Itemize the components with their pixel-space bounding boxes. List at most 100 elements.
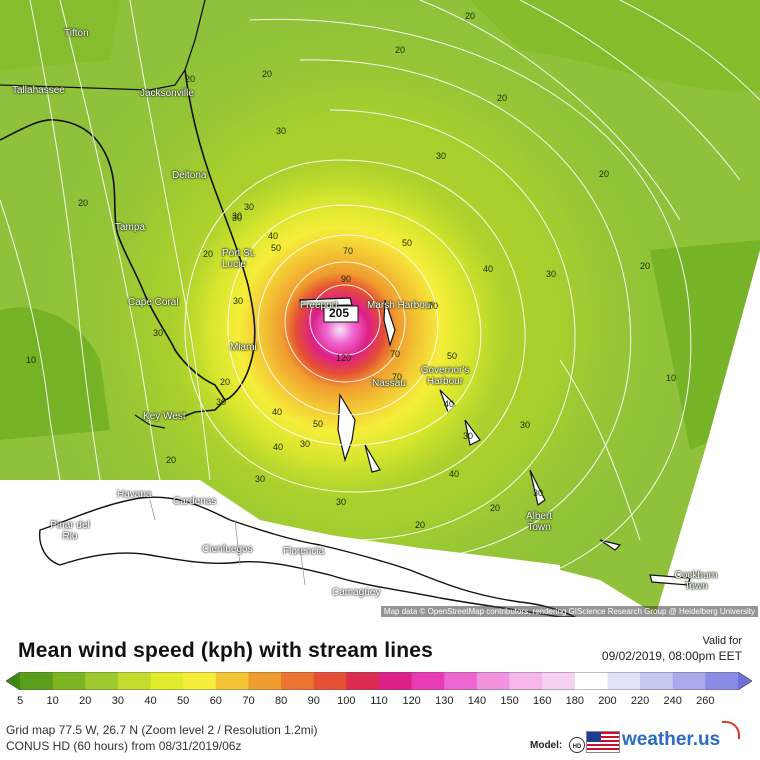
brand-logo[interactable]: weather.us bbox=[622, 729, 721, 750]
contour-label: 30 bbox=[233, 296, 244, 306]
city-nassau: Nassau bbox=[372, 378, 406, 389]
city-key-west: Key West bbox=[143, 411, 186, 422]
scale-swatch bbox=[117, 672, 152, 690]
scale-label: 5 bbox=[16, 695, 24, 707]
scale-label: 130 bbox=[435, 695, 454, 707]
city-jacksonville: Jacksonville bbox=[140, 88, 194, 99]
contour-label: 40 bbox=[449, 469, 460, 479]
city-cape-coral: Cape Coral bbox=[128, 297, 179, 308]
scale-swatch bbox=[85, 672, 119, 690]
city-camaguey: Camagüey bbox=[332, 587, 381, 598]
scale-swatch bbox=[705, 672, 739, 690]
contour-label: 40 bbox=[268, 231, 279, 241]
contour-label: 30 bbox=[244, 202, 255, 212]
contour-label: 20 bbox=[78, 198, 89, 208]
contour-label: 30 bbox=[216, 397, 227, 407]
city-tifton: Tifton bbox=[64, 28, 89, 39]
scale-swatch bbox=[183, 672, 217, 690]
scale-swatch bbox=[20, 672, 54, 690]
scale-label: 100 bbox=[337, 695, 356, 707]
city-albert-town: Albert Town bbox=[525, 511, 553, 533]
contour-label: 20 bbox=[497, 93, 508, 103]
scale-label: 80 bbox=[274, 695, 288, 707]
scale-label: 110 bbox=[370, 695, 388, 707]
contour-label: 20 bbox=[599, 169, 610, 179]
contour-label: 120 bbox=[336, 353, 352, 363]
scale-label: 150 bbox=[500, 695, 519, 707]
legend-footer: Mean wind speed (kph) with stream lines … bbox=[0, 617, 760, 760]
color-scale-labels: 5 10 20 30 40 50 60 70 80 90 100 110 120 130 140 150 160… bbox=[0, 695, 760, 709]
scale-swatch bbox=[313, 672, 347, 690]
city-tallahassee: Tallahassee bbox=[12, 85, 65, 96]
scale-swatch bbox=[476, 672, 511, 690]
scale-swatch bbox=[150, 672, 184, 690]
scale-swatch bbox=[640, 672, 674, 690]
model-info: CONUS HD (60 hours) from 08/31/2019/06z bbox=[6, 739, 242, 753]
scale-swatch bbox=[281, 672, 315, 690]
city-cardenas: Cardenas bbox=[173, 496, 217, 507]
contour-label: 30 bbox=[463, 431, 474, 441]
scale-label: 50 bbox=[177, 695, 190, 707]
scale-label: 160 bbox=[532, 695, 552, 707]
scale-swatch bbox=[215, 672, 249, 690]
contour-label: 40 bbox=[273, 442, 284, 452]
scale-label: 260 bbox=[696, 695, 715, 707]
contour-label: 30 bbox=[232, 213, 243, 223]
contour-label: 20 bbox=[415, 520, 426, 530]
city-pinar-del-rio: Pinar del Rio bbox=[50, 520, 90, 542]
scale-arrow-left bbox=[6, 672, 20, 690]
scale-swatch bbox=[248, 672, 282, 690]
contour-label: 50 bbox=[402, 238, 413, 248]
city-florencia: Florencia bbox=[283, 546, 325, 557]
contour-label: 30 bbox=[255, 474, 266, 484]
scale-swatch bbox=[607, 672, 641, 690]
contour-label: 30 bbox=[153, 328, 164, 338]
wind-map[interactable]: 205 Tifton Tallahassee Jacksonville Delt… bbox=[0, 0, 760, 617]
scale-label: 240 bbox=[663, 695, 682, 707]
scale-swatch bbox=[509, 672, 543, 690]
contour-label: 20 bbox=[166, 455, 177, 465]
scale-label: 200 bbox=[598, 695, 617, 707]
city-port-st-lucie: Port St. Lucie bbox=[222, 248, 256, 270]
contour-label: 50 bbox=[271, 243, 282, 253]
contour-label: 70 bbox=[390, 349, 401, 359]
scale-swatch bbox=[672, 672, 706, 690]
contour-label: 30 bbox=[300, 439, 311, 449]
scale-arrow-right bbox=[738, 672, 752, 690]
us-flag-icon bbox=[586, 731, 620, 753]
city-tampa: Tampa bbox=[115, 222, 146, 233]
scale-label: 90 bbox=[307, 695, 320, 707]
city-miami: Miami bbox=[230, 342, 257, 353]
contour-label: 40 bbox=[444, 399, 455, 409]
scale-label: 70 bbox=[242, 695, 255, 707]
scale-label: 60 bbox=[209, 695, 222, 707]
contour-label: 30 bbox=[436, 151, 447, 161]
contour-label: 70 bbox=[343, 246, 354, 256]
scale-label: 220 bbox=[630, 695, 650, 707]
city-deltona: Deltona bbox=[172, 170, 207, 181]
color-scale bbox=[6, 672, 752, 690]
contour-label: 30 bbox=[520, 420, 531, 430]
city-governors-harbour: Governor's Harbour bbox=[420, 365, 470, 387]
city-cockburn-town: Cockburn Town bbox=[674, 570, 718, 592]
contour-label: 30 bbox=[276, 126, 287, 136]
contour-label: 40 bbox=[272, 407, 283, 417]
contour-label: 20 bbox=[490, 503, 501, 513]
contour-label: 40 bbox=[483, 264, 494, 274]
contour-label: 20 bbox=[185, 74, 196, 84]
scale-swatch bbox=[574, 672, 608, 690]
scale-swatch bbox=[444, 672, 478, 690]
contour-label: 90 bbox=[341, 274, 352, 284]
contour-label: 70 bbox=[392, 372, 403, 382]
contour-label: 20 bbox=[220, 377, 231, 387]
contour-label: 30 bbox=[533, 488, 544, 498]
model-label: Model: HD bbox=[530, 737, 585, 753]
map-attribution: Map data © OpenStreetMap contributors, r… bbox=[380, 606, 758, 617]
contour-label: 10 bbox=[26, 355, 37, 365]
valid-time: 09/02/2019, 08:00pm EET bbox=[601, 649, 742, 663]
contour-label: 20 bbox=[203, 249, 214, 259]
contour-label: 50 bbox=[447, 351, 458, 361]
scale-swatch bbox=[346, 672, 380, 690]
grid-info: Grid map 77.5 W, 26.7 N (Zoom level 2 / … bbox=[6, 723, 318, 737]
city-marsh-harbour: Marsh Harbour bbox=[367, 300, 434, 311]
